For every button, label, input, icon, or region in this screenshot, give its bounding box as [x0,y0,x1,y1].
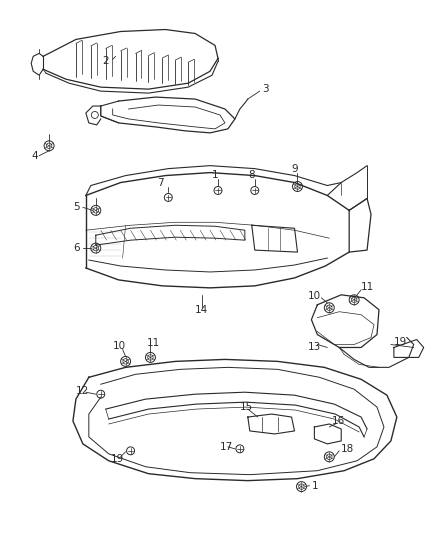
Text: 1: 1 [311,481,318,490]
Text: 8: 8 [248,169,255,180]
Text: 10: 10 [307,291,321,301]
Text: 13: 13 [307,343,321,352]
Text: 18: 18 [341,444,354,454]
Text: 16: 16 [332,416,346,426]
Text: 4: 4 [31,151,38,161]
Text: 19: 19 [111,454,124,464]
Text: 3: 3 [262,84,268,94]
Text: 5: 5 [73,203,80,212]
Text: 10: 10 [113,342,126,351]
Text: 17: 17 [220,442,233,452]
Text: 19: 19 [394,336,407,346]
Text: 6: 6 [73,243,80,253]
Text: 2: 2 [102,56,109,66]
Text: 1: 1 [212,169,218,180]
Text: 9: 9 [291,164,298,174]
Text: 14: 14 [195,305,208,314]
Text: 7: 7 [157,177,164,188]
Text: 11: 11 [146,337,160,348]
Text: 12: 12 [76,386,89,396]
Text: 11: 11 [361,282,374,292]
Text: 15: 15 [240,402,253,412]
